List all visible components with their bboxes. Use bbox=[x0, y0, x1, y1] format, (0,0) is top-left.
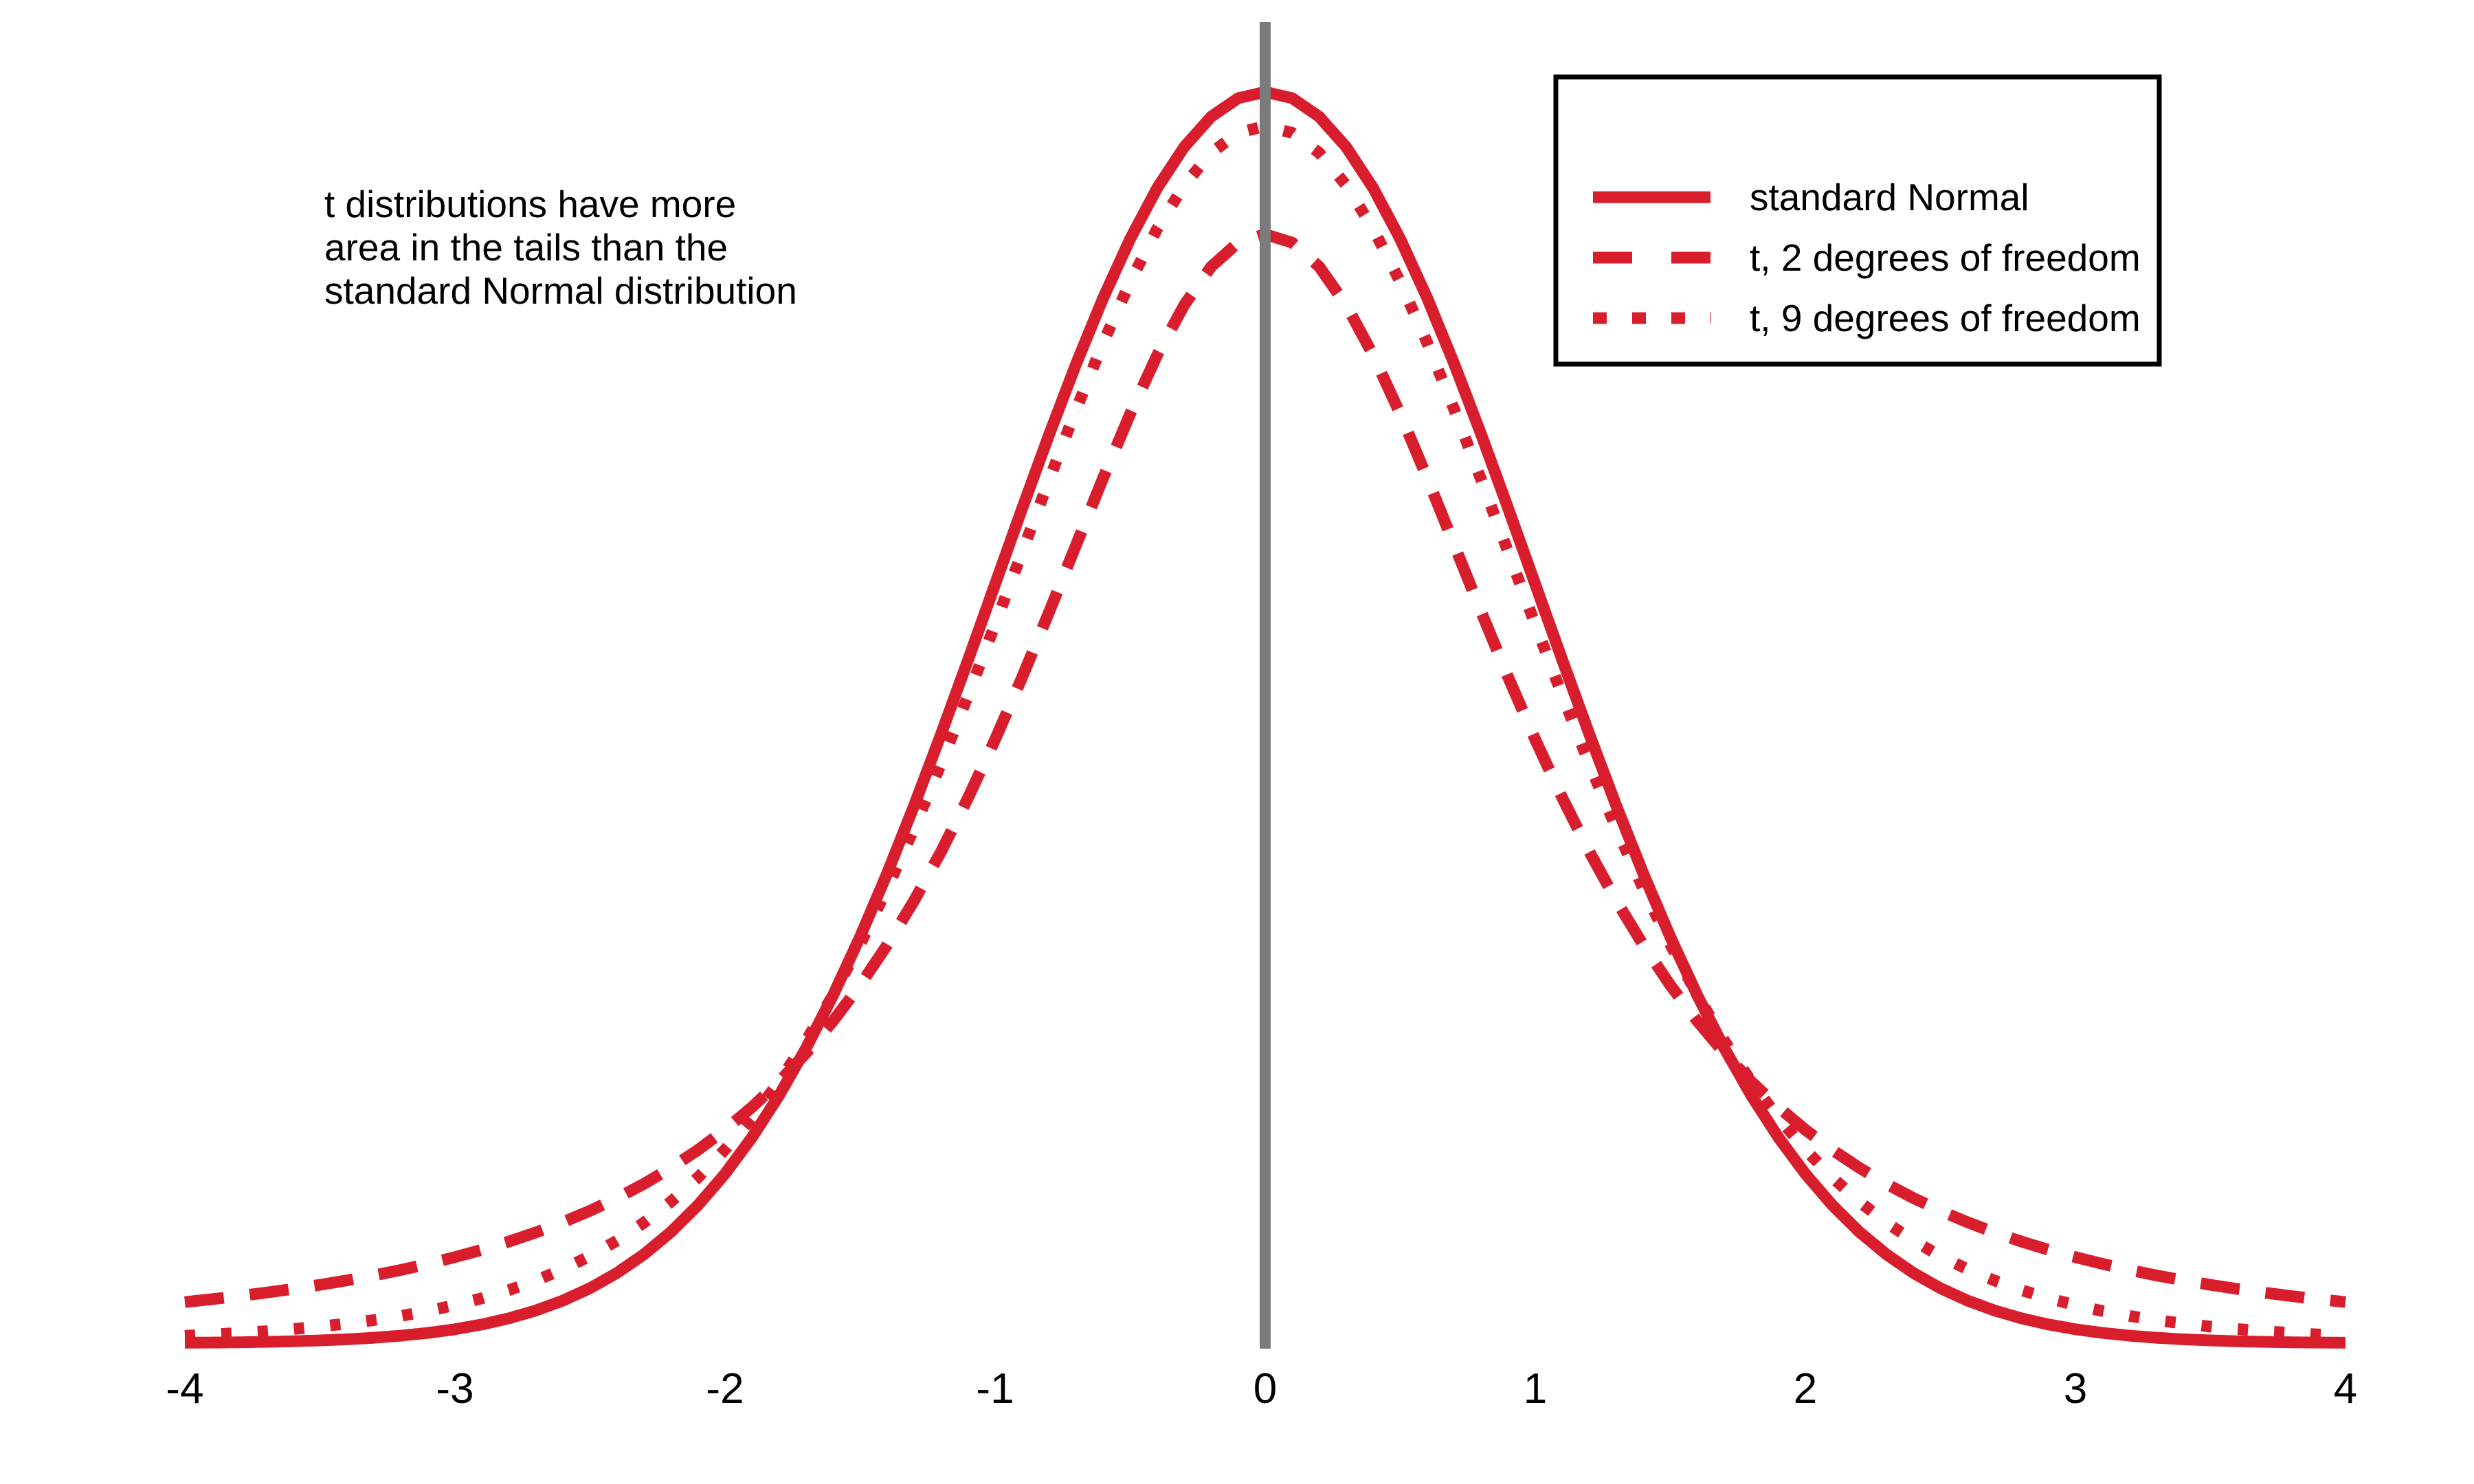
legend-item-standard-normal: standard Normal bbox=[1593, 176, 2029, 218]
x-tick-label-0: 0 bbox=[1253, 1365, 1277, 1413]
x-tick-label-4: 4 bbox=[2334, 1365, 2357, 1413]
legend-label: standard Normal bbox=[1750, 176, 2029, 218]
x-axis-tick-labels: -4 -3 -2 -1 0 1 2 3 4 bbox=[166, 1365, 2357, 1413]
x-tick-label-3: 3 bbox=[2064, 1365, 2087, 1413]
legend-box bbox=[1553, 74, 2162, 367]
x-tick-label-2: 2 bbox=[1794, 1365, 1817, 1413]
legend-label: t, 9 degrees of freedom bbox=[1750, 297, 2141, 339]
curve-t-9df bbox=[184, 120, 2346, 1342]
annotation-line-2: area in the tails than the bbox=[324, 226, 728, 269]
x-tick-label--1: -1 bbox=[976, 1365, 1014, 1413]
legend-item-t-9df: t, 9 degrees of freedom bbox=[1593, 297, 2141, 339]
x-tick-label--4: -4 bbox=[166, 1365, 203, 1413]
x-tick-label-1: 1 bbox=[1524, 1365, 1547, 1413]
x-tick-label--2: -2 bbox=[706, 1365, 744, 1413]
x-tick-label--3: -3 bbox=[436, 1365, 473, 1413]
legend-label: t, 2 degrees of freedom bbox=[1750, 236, 2141, 279]
legend: standard Normal t, 2 degrees of freedom … bbox=[1553, 74, 2162, 367]
annotation-line-1: t distributions have more bbox=[324, 183, 736, 225]
annotation-text: t distributions have more area in the ta… bbox=[324, 183, 797, 312]
legend-item-t-2df: t, 2 degrees of freedom bbox=[1593, 236, 2141, 279]
annotation-line-3: standard Normal distribution bbox=[324, 269, 797, 312]
